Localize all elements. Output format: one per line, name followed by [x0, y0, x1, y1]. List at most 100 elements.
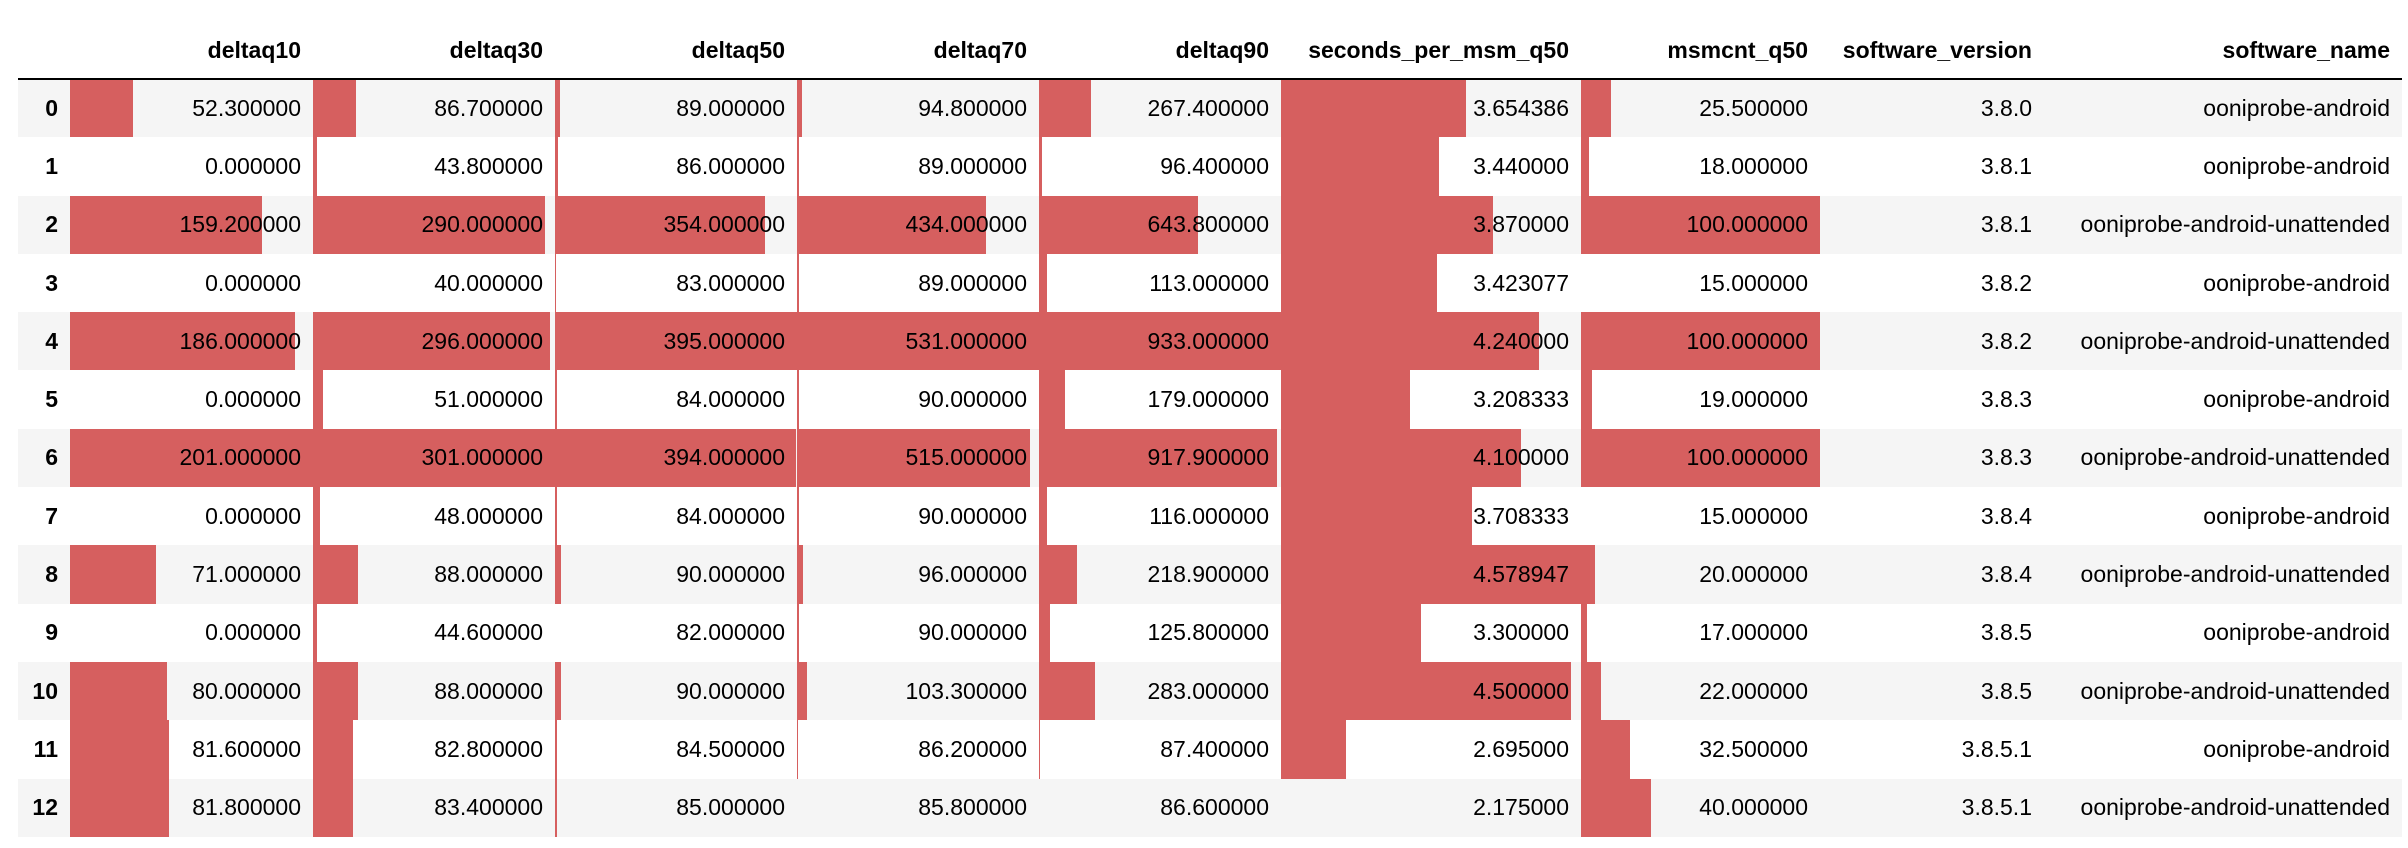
- cell-software-version: 3.8.5.1: [1961, 794, 2032, 821]
- cell-value: 85.800000: [918, 794, 1027, 821]
- cell-value: 40.000000: [1699, 794, 1808, 821]
- data-bar: [1039, 137, 1042, 196]
- cell-value: 25.500000: [1699, 95, 1808, 122]
- data-bar: [1581, 195, 1820, 254]
- cell-value: 51.000000: [434, 386, 543, 413]
- cell-value: 4.240000: [1473, 327, 1569, 354]
- data-bar: [555, 720, 557, 779]
- data-bar: [313, 661, 358, 721]
- cell-deltaq70: 103.300000: [797, 661, 1039, 721]
- cell-msmcnt-q50: 40.000000: [1581, 778, 1820, 837]
- cell-value: 2.175000: [1473, 794, 1569, 821]
- cell-software-name: ooniprobe-android: [2203, 735, 2390, 762]
- header-msmcnt-q50: msmcnt_q50: [1581, 22, 1820, 80]
- cell-deltaq10: 0.000000: [70, 254, 313, 312]
- cell-value: 218.900000: [1147, 561, 1269, 588]
- row-index: 11: [33, 735, 58, 762]
- cell-deltaq10: 0.000000: [70, 604, 313, 662]
- cell-value: 933.000000: [1147, 327, 1269, 354]
- cell-software-version: 3.8.5.1: [1961, 735, 2032, 762]
- cell-deltaq10: 81.600000: [70, 720, 313, 779]
- cell-value: 90.000000: [918, 386, 1027, 413]
- data-bar: [70, 661, 167, 721]
- header-deltaq90: deltaq90: [1039, 22, 1281, 80]
- cell-value: 3.870000: [1473, 211, 1569, 238]
- cell-deltaq90: 86.600000: [1039, 779, 1281, 837]
- cell-value: 267.400000: [1147, 95, 1269, 122]
- cell-deltaq30: 296.000000: [313, 312, 555, 371]
- cell-msmcnt-q50: 20.000000: [1581, 545, 1820, 604]
- data-table: deltaq10 deltaq30 deltaq50 deltaq70 deltaq90…: [18, 22, 2402, 837]
- cell-deltaq10: 0.000000: [70, 370, 313, 428]
- data-bar: [555, 80, 561, 138]
- cell-msmcnt-q50: 22.000000: [1581, 661, 1820, 721]
- data-bar: [1281, 487, 1473, 546]
- data-bar: [797, 137, 799, 196]
- cell-software-name: ooniprobe-android: [2203, 269, 2390, 296]
- data-bar: [1581, 428, 1820, 488]
- cell-deltaq30: 43.800000: [313, 137, 555, 196]
- cell-deltaq10: 186.000000: [70, 312, 313, 371]
- data-bar: [1281, 253, 1437, 313]
- cell-value: 296.000000: [421, 327, 543, 354]
- cell-value: 86.600000: [1160, 794, 1269, 821]
- cell-value: 82.000000: [676, 619, 785, 646]
- table-row: 4 186.000000 296.000000 395.000000 531.00000…: [18, 312, 2402, 371]
- cell-deltaq30: 40.000000: [313, 254, 555, 312]
- cell-deltaq10: 0.000000: [70, 487, 313, 545]
- cell-deltaq30: 290.000000: [313, 195, 555, 254]
- cell-value: 19.000000: [1699, 386, 1808, 413]
- cell-value: 88.000000: [434, 561, 543, 588]
- cell-deltaq70: 515.000000: [797, 428, 1039, 488]
- cell-msmcnt-q50: 18.000000: [1581, 137, 1820, 196]
- cell-seconds-per-msm-q50: 3.654386: [1281, 79, 1581, 138]
- cell-value: 89.000000: [676, 95, 785, 122]
- cell-deltaq90: 87.400000: [1039, 720, 1281, 779]
- data-bar: [1581, 370, 1593, 429]
- data-bar: [797, 545, 803, 604]
- data-bar: [313, 720, 353, 779]
- cell-deltaq30: 48.000000: [313, 487, 555, 546]
- cell-value: 434.000000: [905, 211, 1027, 238]
- data-bar: [1581, 603, 1587, 662]
- data-bar: [1281, 80, 1466, 138]
- cell-deltaq90: 179.000000: [1039, 370, 1281, 429]
- cell-deltaq30: 88.000000: [313, 661, 555, 721]
- cell-value: 4.500000: [1473, 677, 1569, 704]
- cell-value: 86.700000: [434, 95, 543, 122]
- cell-value: 96.400000: [1160, 152, 1269, 179]
- data-bar: [1581, 137, 1590, 196]
- cell-deltaq90: 267.400000: [1039, 79, 1281, 138]
- cell-deltaq70: 90.000000: [797, 487, 1039, 546]
- cell-value: 86.000000: [676, 152, 785, 179]
- cell-deltaq70: 89.000000: [797, 137, 1039, 196]
- cell-software-name: ooniprobe-android-unattended: [2080, 211, 2390, 238]
- cell-software-name: ooniprobe-android-unattended: [2080, 561, 2390, 588]
- cell-seconds-per-msm-q50: 3.708333: [1281, 487, 1581, 546]
- cell-deltaq10: 0.000000: [70, 137, 313, 195]
- cell-deltaq50: 394.000000: [555, 428, 797, 488]
- cell-deltaq90: 283.000000: [1039, 661, 1281, 721]
- cell-value: 87.400000: [1160, 735, 1269, 762]
- data-bar: [1039, 253, 1047, 313]
- cell-value: 83.000000: [676, 269, 785, 296]
- data-bar: [1039, 661, 1096, 721]
- data-bar: [797, 487, 800, 546]
- data-bar: [70, 428, 313, 488]
- cell-value: 86.200000: [918, 735, 1027, 762]
- row-index: 2: [45, 211, 58, 238]
- cell-value: 3.208333: [1473, 386, 1569, 413]
- cell-value: 22.000000: [1699, 677, 1808, 704]
- cell-deltaq50: 90.000000: [555, 545, 797, 604]
- cell-deltaq90: 933.000000: [1039, 312, 1281, 371]
- cell-value: 90.000000: [676, 677, 785, 704]
- row-index: 1: [45, 152, 58, 179]
- cell-value: 4.100000: [1473, 444, 1569, 471]
- cell-seconds-per-msm-q50: 2.695000: [1281, 720, 1581, 779]
- table-row: 8 71.000000 88.000000 90.000000 96.000000 218…: [18, 545, 2402, 604]
- data-bar: [555, 195, 766, 254]
- cell-value: 103.300000: [905, 677, 1027, 704]
- cell-software-version: 3.8.1: [1980, 152, 2032, 179]
- data-table-container: deltaq10 deltaq30 deltaq50 deltaq70 deltaq90…: [18, 22, 2402, 837]
- row-index: 5: [45, 386, 58, 413]
